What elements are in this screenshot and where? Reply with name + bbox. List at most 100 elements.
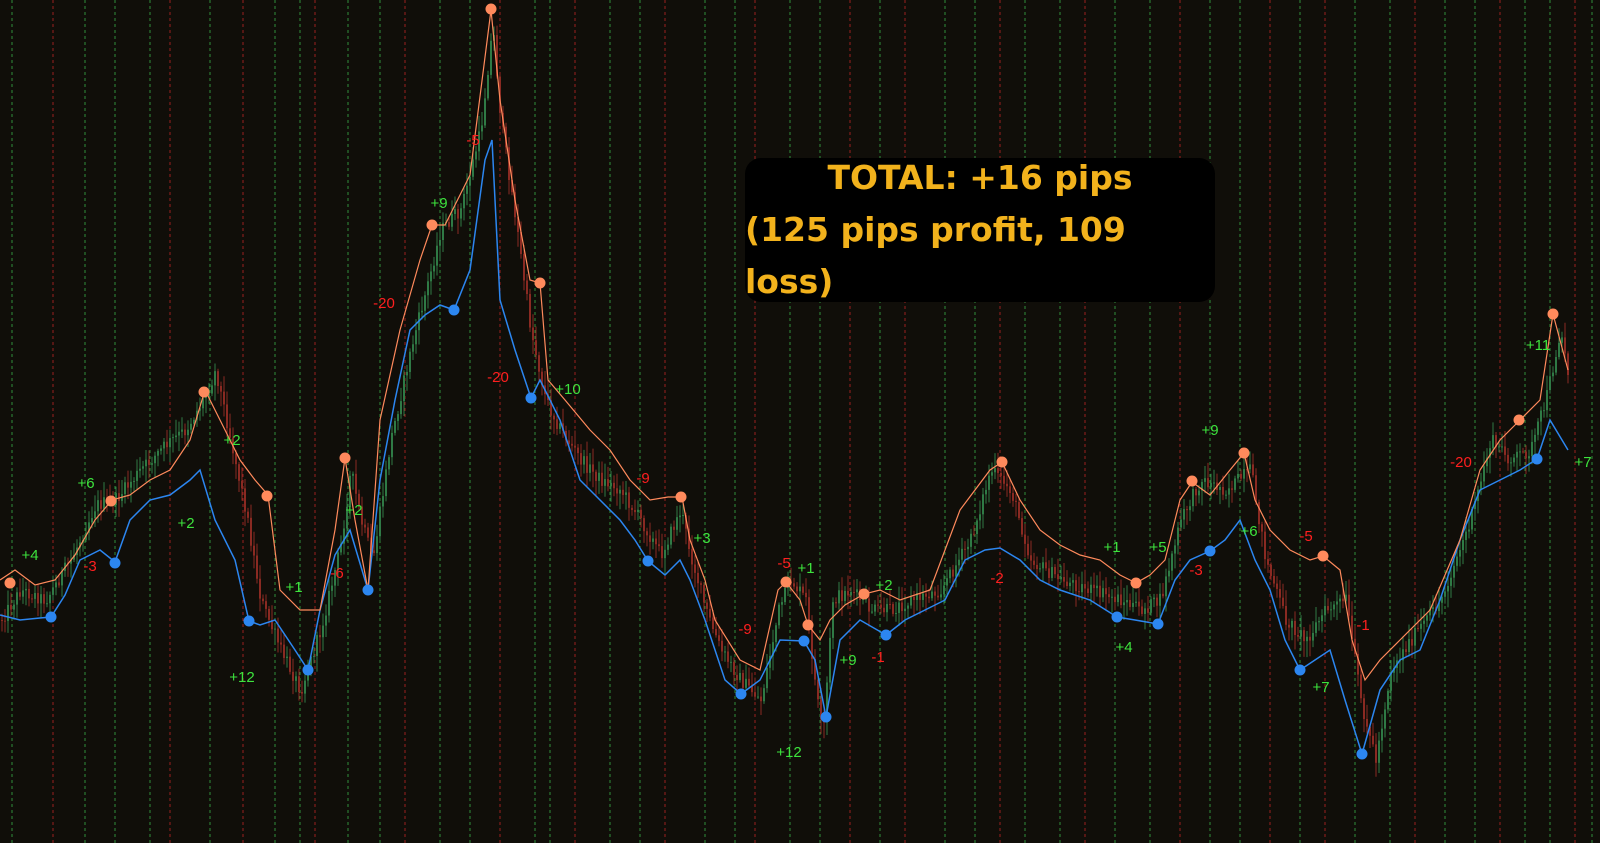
candle-body: [1408, 639, 1410, 653]
candle-body: [778, 604, 780, 626]
candle-body: [1432, 607, 1434, 609]
candle-body: [592, 464, 594, 472]
candle-body: [832, 602, 834, 638]
candle-body: [955, 565, 957, 577]
candle-body: [1384, 709, 1386, 729]
candle-body: [1513, 457, 1515, 463]
candle-body: [487, 74, 489, 99]
trade-result-label: +6: [1240, 523, 1257, 540]
candle-body: [1060, 576, 1062, 580]
candle-body: [553, 415, 555, 420]
candle-body: [439, 240, 441, 246]
candle-body: [1288, 624, 1290, 628]
candle-body: [1141, 606, 1143, 614]
candle-body: [688, 528, 690, 550]
candle-body: [1504, 446, 1506, 455]
candle-body: [922, 593, 924, 600]
candle-body: [322, 625, 324, 638]
candle-body: [607, 479, 609, 487]
candle-body: [334, 569, 336, 586]
short-entry-marker: [1130, 577, 1142, 589]
candle-body: [670, 526, 672, 545]
candle-body: [655, 538, 657, 545]
candle-body: [10, 604, 12, 610]
candle-body: [1174, 545, 1176, 554]
candle-body: [1249, 464, 1251, 470]
trade-result-label: +11: [1526, 337, 1550, 354]
trade-result-label: +9: [1201, 422, 1218, 439]
candle-body: [697, 572, 699, 584]
candle-body: [1063, 576, 1065, 582]
trade-result-label: +6: [77, 475, 94, 492]
candle-body: [1006, 483, 1008, 487]
candle-body: [127, 482, 129, 488]
candle-body: [301, 692, 303, 694]
candle-body: [1510, 462, 1512, 464]
candle-body: [1393, 667, 1395, 673]
candle-body: [1204, 478, 1206, 482]
candle-body: [304, 680, 306, 694]
long-entry-marker: [243, 615, 255, 627]
candle-body: [1324, 606, 1326, 616]
candle-body: [649, 535, 651, 542]
candle-body: [1264, 531, 1266, 560]
short-entry-marker: [4, 577, 16, 589]
candle-body: [1360, 674, 1362, 699]
candle-body: [514, 192, 516, 218]
candle-body: [223, 391, 225, 405]
candle-body: [139, 468, 141, 471]
short-entry-marker: [261, 490, 273, 502]
candle-body: [1069, 582, 1071, 587]
candle-body: [652, 538, 654, 542]
candle-body: [166, 441, 168, 448]
trade-result-label: -5: [1299, 528, 1312, 545]
candle-body: [961, 548, 963, 560]
candle-body: [712, 617, 714, 630]
candle-body: [1000, 472, 1002, 476]
candle-body: [1132, 602, 1134, 607]
candle-body: [1456, 556, 1458, 566]
candle-body: [1372, 735, 1374, 745]
candle-body: [1426, 615, 1428, 621]
candle-body: [52, 587, 54, 595]
candle-body: [901, 602, 903, 612]
candle-body: [979, 514, 981, 521]
candle-body: [454, 209, 456, 214]
candle-body: [55, 582, 57, 588]
candle-body: [1543, 410, 1545, 412]
candle-body: [913, 596, 915, 600]
candle-body: [1468, 529, 1470, 532]
candle-body: [178, 431, 180, 436]
candle-body: [1018, 502, 1020, 519]
candle-body: [709, 608, 711, 618]
candle-body: [1231, 488, 1233, 490]
candle-body: [511, 180, 513, 193]
candle-body: [1318, 621, 1320, 623]
candle-body: [298, 676, 300, 693]
long-entry-marker: [1152, 618, 1164, 630]
trade-markers: [4, 3, 1559, 760]
candle-body: [1441, 596, 1443, 603]
candle-body: [1168, 570, 1170, 577]
candle-body: [988, 475, 990, 490]
candle-body: [1300, 630, 1302, 637]
long-entry-marker: [45, 611, 57, 623]
long-entry-marker: [1531, 453, 1543, 465]
candle-body: [1417, 627, 1419, 629]
candle-body: [1210, 482, 1212, 488]
candle-body: [661, 546, 663, 559]
candle-body: [736, 674, 738, 681]
candle-body: [958, 559, 960, 566]
candle-body: [1084, 584, 1086, 589]
candle-body: [1405, 649, 1407, 653]
candle-body: [442, 222, 444, 241]
candle-body: [1147, 608, 1149, 613]
candle-body: [1483, 466, 1485, 482]
candle-body: [91, 518, 93, 523]
candle-body: [934, 591, 936, 596]
candle-body: [721, 640, 723, 652]
candle-body: [874, 604, 876, 612]
candle-body: [1027, 543, 1029, 556]
candle-body: [1183, 509, 1185, 520]
candle-body: [325, 615, 327, 626]
